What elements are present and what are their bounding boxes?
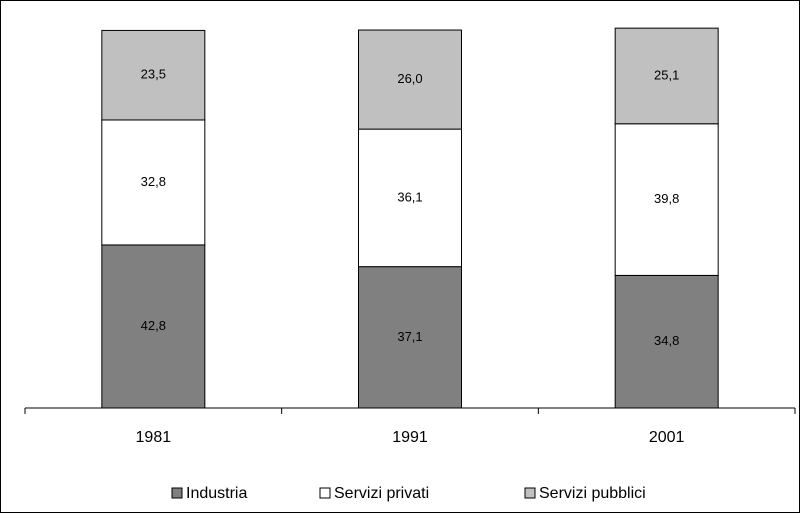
- legend-label: Servizi privati: [334, 485, 429, 502]
- bar-segment: [101, 29, 206, 121]
- bar-segment: [101, 244, 206, 409]
- data-label: 25,1: [654, 67, 679, 82]
- x-tick-label: 2001: [649, 429, 685, 446]
- legend-swatch: [171, 487, 183, 499]
- bar-segment: [614, 27, 719, 125]
- legend-swatch: [524, 487, 536, 499]
- bar-segment: [614, 274, 719, 409]
- data-label: 26,0: [397, 71, 422, 86]
- legend-label: Servizi pubblici: [539, 485, 646, 502]
- data-label: 36,1: [397, 189, 422, 204]
- legend-label: Industria: [186, 485, 247, 502]
- bar-segment: [358, 29, 462, 130]
- x-tick-label: 1991: [392, 429, 428, 446]
- data-label: 39,8: [654, 191, 679, 206]
- x-tick-label: 1981: [136, 429, 172, 446]
- data-label: 32,8: [141, 174, 166, 189]
- bar-segment: [614, 123, 719, 276]
- bar-segment: [358, 266, 462, 409]
- data-label: 37,1: [397, 329, 422, 344]
- legend-swatch: [319, 487, 331, 499]
- data-label: 42,8: [141, 318, 166, 333]
- data-label: 23,5: [141, 67, 166, 82]
- bar-segment: [358, 128, 462, 268]
- data-label: 34,8: [654, 333, 679, 348]
